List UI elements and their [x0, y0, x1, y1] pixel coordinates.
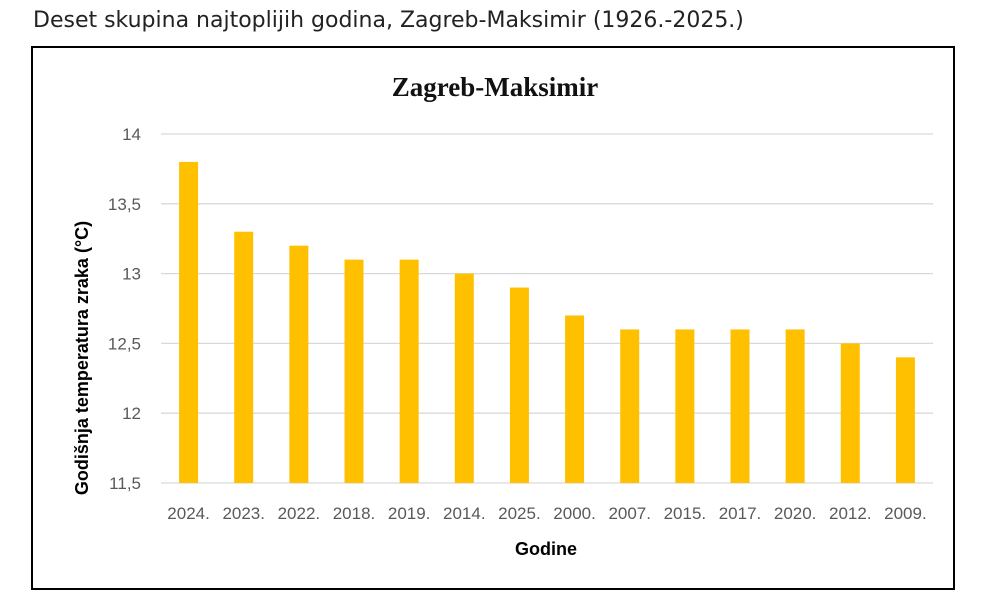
- x-tick-label: 2017.: [719, 504, 762, 523]
- bar: [289, 245, 309, 483]
- bar: [730, 329, 750, 483]
- bar: [399, 259, 419, 483]
- x-tick-label: 2009.: [884, 504, 927, 523]
- gridlines: [161, 133, 933, 484]
- bar: [344, 259, 364, 483]
- page-title: Deset skupina najtoplijih godina, Zagreb…: [33, 8, 744, 33]
- bar: [785, 329, 805, 483]
- x-tick-label: 2023.: [222, 504, 265, 523]
- x-axis-title: Godine: [515, 539, 577, 559]
- bar: [509, 287, 529, 483]
- x-tick-label: 2000.: [553, 504, 596, 523]
- y-tick-label: 13,5: [108, 195, 141, 214]
- x-tick-label: 2014.: [443, 504, 486, 523]
- bar: [895, 357, 915, 483]
- x-tick-label: 2022.: [278, 504, 321, 523]
- chart-frame: 11,5 12 12,5 13 13,5 14 2024. 2023. 2022. 2018. 2…: [31, 46, 955, 590]
- y-tick-labels: 11,5 12 12,5 13 13,5 14: [108, 125, 141, 493]
- x-tick-label: 2020.: [774, 504, 817, 523]
- y-axis-title: Godišnja temperatura zraka (°C): [72, 221, 92, 495]
- chart-title: Zagreb-Maksimir: [392, 72, 598, 102]
- x-tick-label: 2024.: [167, 504, 210, 523]
- y-tick-label: 12,5: [108, 334, 141, 353]
- y-tick-label: 14: [122, 125, 141, 144]
- x-tick-label: 2015.: [664, 504, 707, 523]
- bar: [675, 329, 695, 483]
- bar: [840, 343, 860, 483]
- x-tick-label: 2025.: [498, 504, 541, 523]
- x-tick-labels: 2024. 2023. 2022. 2018. 2019. 2014. 2025. 2000.…: [167, 504, 926, 523]
- x-tick-label: 2012.: [829, 504, 872, 523]
- y-tick-label: 11,5: [109, 474, 141, 493]
- bar: [454, 273, 474, 483]
- bar: [234, 231, 254, 483]
- x-tick-label: 2007.: [608, 504, 651, 523]
- y-tick-label: 13: [122, 265, 141, 284]
- bars: [179, 161, 915, 484]
- bar: [620, 329, 640, 483]
- bar: [565, 315, 585, 483]
- x-tick-label: 2018.: [333, 504, 376, 523]
- bar: [179, 161, 199, 484]
- y-tick-label: 12: [122, 404, 141, 423]
- x-tick-label: 2019.: [388, 504, 431, 523]
